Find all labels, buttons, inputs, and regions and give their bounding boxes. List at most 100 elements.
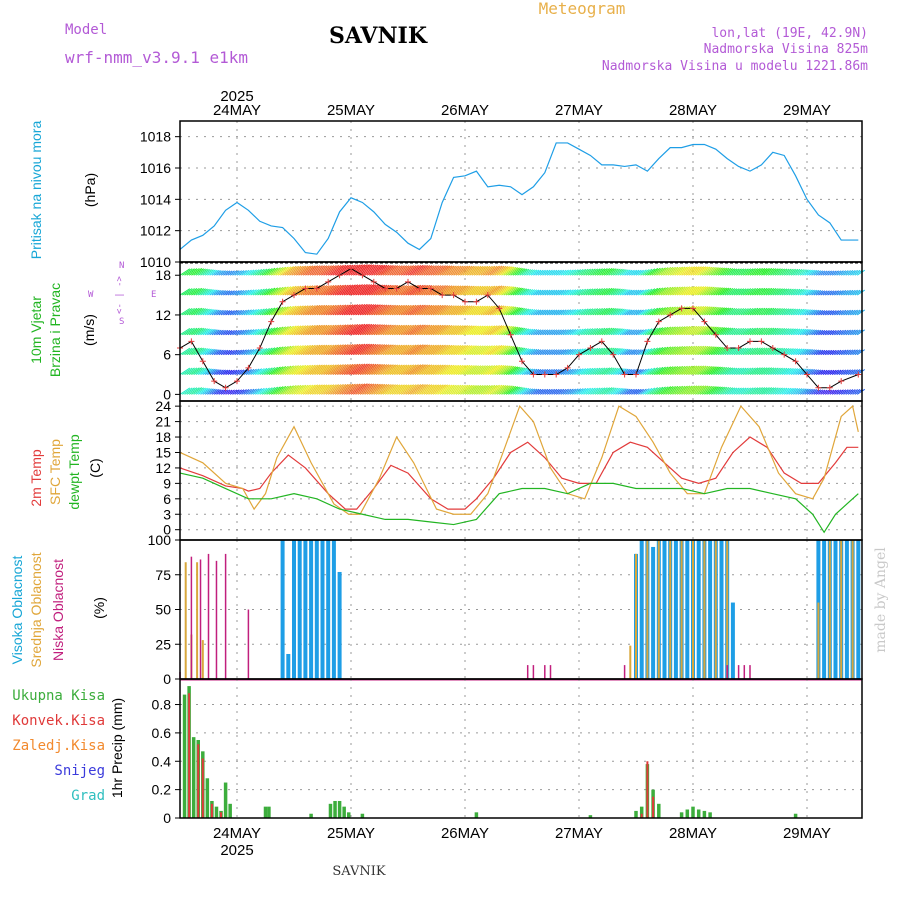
wind-barb — [701, 286, 715, 296]
wind-barb — [788, 388, 799, 395]
wind-barb — [396, 364, 412, 375]
wind-barb — [802, 388, 811, 395]
wind-barb — [489, 305, 505, 316]
wind-barb — [649, 287, 661, 296]
cloud-bar — [743, 665, 746, 679]
wind-barb — [653, 287, 666, 296]
wind-barb — [651, 327, 664, 336]
wind-speed-marker — [804, 371, 810, 378]
wind-barb — [482, 345, 498, 356]
wind-speed-marker — [211, 378, 218, 385]
wind-barb — [330, 264, 347, 276]
wind-barb — [380, 265, 396, 276]
wind-barb — [526, 309, 536, 316]
wind-barb — [770, 288, 781, 296]
wind-unit: (m/s) — [81, 314, 97, 346]
wind-barb — [366, 264, 383, 276]
wind-barb — [660, 346, 674, 356]
wind-barb — [533, 329, 542, 336]
wind-barb — [822, 270, 830, 276]
cloud-bar — [326, 540, 331, 679]
wind-barb — [603, 387, 615, 395]
wind-barb — [209, 329, 218, 336]
wind-barb — [309, 364, 326, 375]
wind-barb — [405, 264, 422, 276]
wind-barb — [553, 349, 562, 356]
wind-barb — [471, 365, 486, 375]
wind-barb — [357, 363, 375, 375]
wind-barb — [827, 270, 835, 276]
wind-barb — [182, 268, 193, 276]
wind-barb — [576, 348, 587, 356]
wind-barb — [309, 265, 326, 276]
wind-barb — [806, 369, 815, 375]
wind-barb — [339, 343, 356, 356]
wind-barb — [742, 387, 754, 395]
wind-barb — [225, 369, 233, 375]
wind-barb — [642, 387, 653, 395]
wind-barb — [505, 286, 519, 296]
wind-barb — [729, 367, 740, 375]
wind-barb — [827, 369, 835, 375]
wind-barb — [777, 347, 788, 356]
wind-barb — [802, 309, 811, 316]
wind-barb — [688, 345, 702, 356]
wind-barb — [469, 365, 484, 375]
wind-barb — [419, 344, 435, 356]
wind-barb — [223, 310, 231, 316]
wind-barb — [521, 269, 532, 276]
wind-barb — [838, 270, 847, 276]
wind-barb — [250, 269, 260, 276]
wind-barb — [676, 385, 691, 395]
wind-speed-marker — [427, 285, 434, 292]
wind-barb — [296, 285, 311, 296]
wind-barb — [558, 289, 567, 296]
wind-barb — [539, 289, 549, 296]
wind-barb — [327, 324, 344, 336]
wind-barb — [225, 349, 233, 356]
wind-speed-marker — [313, 285, 320, 292]
wind-speed-marker — [507, 331, 514, 338]
wind-barb — [831, 270, 840, 276]
wind-barb — [647, 347, 659, 356]
wind-barb — [355, 323, 373, 336]
temp-ylabel-1: 2m Temp — [28, 449, 44, 507]
wind-barb — [590, 268, 601, 276]
wind-barb — [300, 265, 316, 276]
wind-barb — [606, 387, 617, 395]
wind-barb — [234, 309, 242, 316]
wind-barb — [391, 304, 408, 316]
wind-barb — [403, 384, 419, 395]
wind-barb — [644, 288, 656, 296]
ytick-label: 0 — [163, 522, 171, 538]
wind-barb — [834, 369, 842, 375]
wind-barb — [790, 288, 801, 296]
wind-barb — [594, 307, 606, 316]
wind-barb — [638, 328, 647, 336]
wind-barb — [489, 285, 505, 296]
wind-barb — [558, 349, 567, 356]
wind-barb — [259, 367, 270, 375]
wind-barb — [476, 345, 491, 356]
wind-barb — [286, 345, 302, 356]
wind-barb — [811, 369, 820, 375]
wind-barb — [268, 386, 281, 395]
ytick-label: 12 — [155, 307, 171, 323]
wind-barb — [569, 368, 579, 375]
wind-barb — [439, 305, 455, 316]
wind-barb — [524, 368, 534, 375]
wind-barb — [487, 344, 503, 356]
wind-barb — [435, 324, 451, 336]
wind-barb — [635, 269, 644, 276]
wind-barb — [729, 268, 740, 276]
wind-barb — [318, 285, 335, 296]
wind-barb — [378, 324, 394, 336]
ytick-label: 0.4 — [152, 753, 172, 769]
wind-barb — [681, 266, 696, 276]
wind-barb — [350, 264, 368, 276]
ytick-label: 1014 — [140, 191, 171, 207]
wind-barb — [731, 387, 742, 395]
wind-barb — [847, 289, 856, 296]
precip-bar — [652, 796, 655, 818]
wind-barb — [797, 308, 807, 316]
